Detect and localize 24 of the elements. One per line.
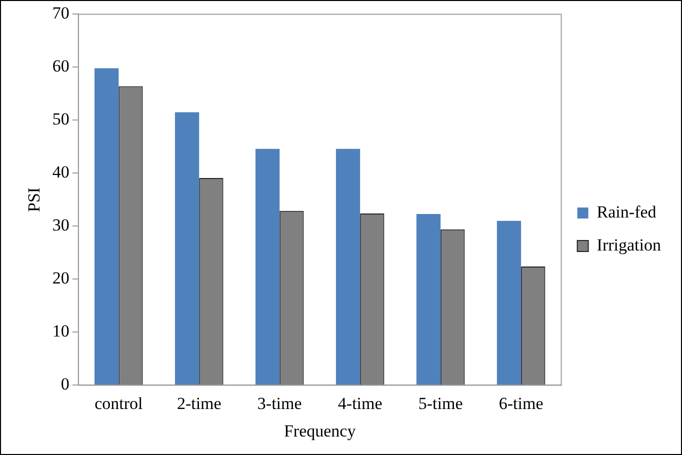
y-tick-label: 40 <box>52 162 70 182</box>
x-tick-label: control <box>94 394 143 413</box>
bar <box>416 214 441 385</box>
y-axis-title: PSI <box>24 187 44 212</box>
bar <box>94 68 119 385</box>
y-tick-label: 0 <box>60 374 70 394</box>
bar <box>255 148 280 385</box>
bar <box>336 148 360 385</box>
x-axis-title: Frequency <box>284 421 356 440</box>
x-tick-label: 6-time <box>498 394 544 413</box>
y-tick-label: 60 <box>52 56 70 76</box>
y-tick-label: 70 <box>52 4 70 23</box>
y-tick-label: 50 <box>52 110 70 129</box>
legend-label: Rain-fed <box>596 202 657 222</box>
bar <box>174 112 200 385</box>
legend-label: Irrigation <box>596 235 662 254</box>
x-tick-label: 4-time <box>338 394 382 413</box>
y-tick-label: 20 <box>52 268 70 288</box>
x-tick-label: 5-time <box>418 394 463 413</box>
y-tick-label: 10 <box>52 322 70 341</box>
y-tick-label: 30 <box>52 216 70 235</box>
x-tick-label: 3-time <box>257 394 302 413</box>
bar <box>496 220 522 385</box>
x-tick-label: 2-time <box>176 394 222 413</box>
